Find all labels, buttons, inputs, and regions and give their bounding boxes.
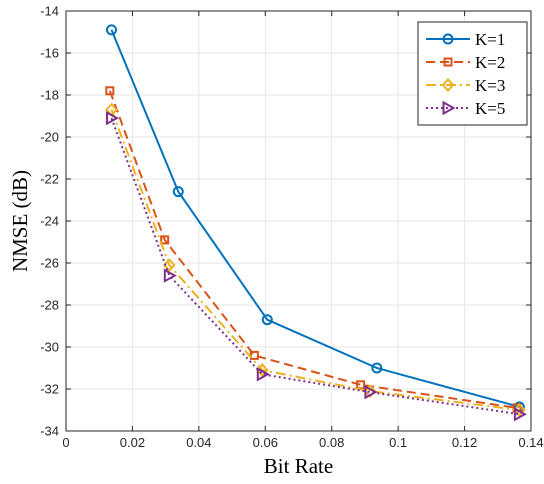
y-axis-label: NMSE (dB) (8, 170, 32, 272)
legend-label: K=5 (475, 99, 505, 118)
y-axis-ticks: -34 -32 -30 -28 -26 -24 -22 -20 -18 -16 -14 (40, 4, 531, 439)
data-point (106, 110, 120, 126)
data-point (163, 268, 177, 283)
data-point (160, 235, 170, 245)
data-point (256, 367, 270, 382)
y-tick-label: -14 (40, 4, 59, 19)
legend-marker (443, 57, 453, 67)
y-tick-label: -16 (40, 46, 59, 61)
grid-lines (65, 10, 532, 432)
data-point (371, 362, 383, 374)
legend-marker (442, 100, 456, 116)
legend-label: K=3 (475, 76, 505, 95)
data-point (249, 350, 259, 360)
series-2 (105, 86, 522, 413)
y-tick-label: -34 (40, 424, 59, 439)
y-tick-label: -26 (40, 256, 59, 271)
y-tick-label: -32 (40, 382, 59, 397)
x-tick-label: 0.02 (120, 435, 145, 450)
x-tick-label: 0.12 (452, 435, 477, 450)
y-tick-label: -30 (40, 340, 59, 355)
y-tick-label: -28 (40, 298, 59, 313)
data-point (105, 86, 115, 96)
legend-box (417, 21, 528, 126)
series-4 (106, 110, 527, 422)
data-point (172, 186, 184, 198)
data-point (363, 384, 377, 399)
legend-entry: K=2 (426, 53, 505, 72)
series-line (110, 29, 520, 408)
x-axis-ticks: 0 0.02 0.04 0.06 0.08 0.1 0.12 0.14 (62, 11, 544, 450)
series-line (108, 90, 518, 409)
data-point (513, 407, 527, 422)
legend-marker (441, 78, 455, 92)
legend-label: K=2 (475, 53, 505, 72)
data-point (364, 384, 378, 400)
x-tick-label: 0.08 (319, 435, 344, 450)
data-point (261, 314, 273, 326)
legend-entry: K=3 (426, 76, 505, 95)
x-tick-label: 0.04 (186, 435, 211, 450)
x-tick-label: 0.06 (253, 435, 278, 450)
legend-label: K=1 (475, 30, 505, 49)
data-point (512, 403, 522, 413)
plot-frame (65, 10, 532, 432)
series-line (110, 109, 520, 411)
x-axis-label: Bit Rate (264, 454, 333, 478)
data-point (162, 258, 176, 273)
y-tick-label: -18 (40, 88, 59, 103)
data-point (513, 403, 526, 417)
series-lines (105, 24, 527, 422)
x-tick-label: 0.14 (518, 435, 543, 450)
legend-marker (442, 33, 454, 45)
y-tick-label: -20 (40, 130, 59, 145)
legend-entry: K=5 (426, 99, 505, 118)
x-tick-label: 0.1 (389, 435, 407, 450)
data-point (255, 363, 269, 378)
data-point (106, 24, 118, 36)
series-3 (105, 102, 526, 417)
x-tick-label: 0 (62, 435, 69, 450)
legend: K=1 K=2 K=3 K=5 (417, 21, 528, 126)
y-tick-label: -22 (40, 172, 59, 187)
series-line (110, 117, 520, 416)
y-tick-label: -24 (40, 214, 59, 229)
legend-entry: K=1 (426, 30, 505, 49)
